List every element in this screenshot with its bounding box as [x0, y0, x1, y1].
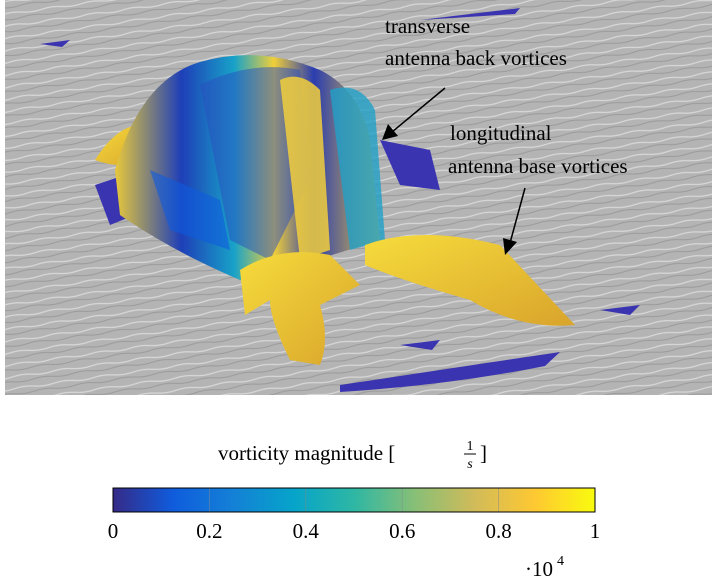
unit-denominator: s — [467, 457, 473, 472]
colorbar-frame — [112, 487, 596, 513]
arrowhead — [503, 238, 517, 255]
tick-label: 0.4 — [293, 519, 320, 543]
annotation-text: antenna back vortices — [385, 46, 567, 70]
arrow — [391, 87, 446, 133]
colorbar-gradient — [113, 488, 595, 512]
arrowhead — [382, 124, 398, 140]
rendering — [5, 0, 712, 395]
annotations: transverse antenna back vortices longitu… — [382, 14, 628, 255]
scale-factor-base: ·10 — [525, 557, 553, 581]
tick-label: 1 — [590, 519, 601, 543]
unit-numerator: 1 — [467, 439, 474, 454]
annotation-text: transverse — [385, 14, 470, 38]
arrow — [509, 187, 526, 244]
scale-factor-exponent: 4 — [557, 554, 564, 569]
colorbar: 0 0.2 0.4 0.6 0.8 1 vorticity magnitude [ 1 s] ·1… — [108, 439, 601, 581]
tick-label: 0.6 — [389, 519, 415, 543]
tick-label: 0 — [108, 519, 119, 543]
colorbar-label: vorticity magnitude [ — [218, 441, 395, 465]
tick-label: 0.2 — [196, 519, 222, 543]
colorbar-label-close: ] — [480, 441, 487, 465]
annotation-text: antenna base vortices — [448, 154, 628, 178]
annotation-text: longitudinal — [450, 121, 552, 145]
tick-label: 0.8 — [485, 519, 511, 543]
